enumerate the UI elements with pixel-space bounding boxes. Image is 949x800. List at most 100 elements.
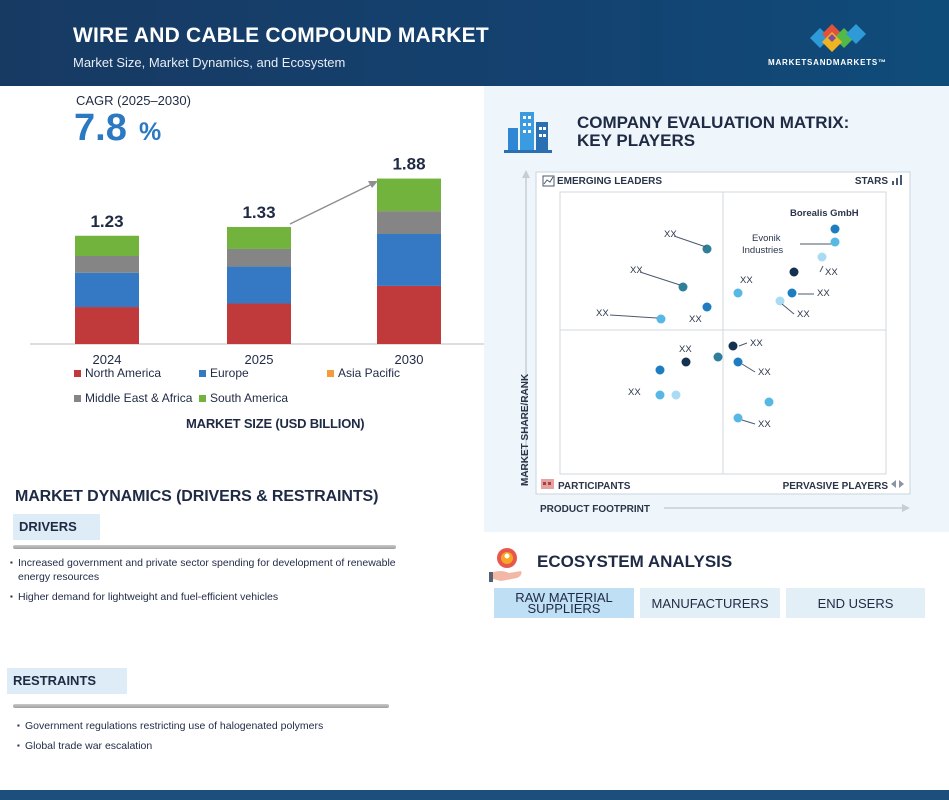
- ecosystem-stage-end-users: END USERS: [786, 588, 925, 618]
- company-marker: [830, 224, 840, 234]
- legend-label: Europe: [210, 366, 249, 380]
- company-marker: [764, 397, 774, 407]
- x-tick-label: 2024: [93, 352, 122, 367]
- company-marker: [655, 365, 665, 375]
- restraint-item: Government regulations restricting use o…: [17, 719, 417, 733]
- bar-segment-middle-east-africa-2025: [227, 248, 291, 267]
- company-label-industries: Industries: [742, 245, 783, 256]
- company-placeholder-label: XX: [664, 229, 677, 240]
- company-marker: [733, 357, 743, 367]
- cagr-label: CAGR (2025–2030): [76, 93, 191, 108]
- legend-item-middle-east-africa: Middle East & Africa: [74, 391, 192, 405]
- company-placeholder-label: XX: [797, 309, 810, 320]
- company-marker: [671, 390, 681, 400]
- company-placeholder-label: XX: [758, 419, 771, 430]
- ecosystem-stage-manufacturers: MANUFACTURERS: [640, 588, 780, 618]
- logo-wordmark: MARKETSANDMARKETS™: [768, 58, 887, 67]
- ecosystem-stage-label: END USERS: [817, 595, 894, 611]
- company-placeholder-label: XX: [628, 387, 641, 398]
- cagr-unit: %: [139, 118, 162, 146]
- legend-swatch: [74, 369, 81, 377]
- company-marker: [775, 296, 785, 306]
- legend-label: Asia Pacific: [338, 366, 401, 380]
- ecosystem-hand-icon: [489, 548, 522, 582]
- legend-label: South America: [210, 391, 289, 405]
- y-axis-arrow-icon: [522, 170, 530, 178]
- bar-segment-europe-2024: [75, 272, 139, 308]
- matrix-title-line1: COMPANY EVALUATION MATRIX:: [577, 113, 850, 132]
- company-marker: [681, 357, 691, 367]
- company-label-evonik: Evonik: [752, 233, 781, 244]
- quadrant-emerging-leaders: EMERGING LEADERS: [557, 176, 662, 187]
- ecosystem-stage-label: MANUFACTURERS: [651, 595, 769, 611]
- legend-label: North America: [85, 366, 162, 380]
- drivers-tag: DRIVERS: [13, 514, 100, 540]
- page-title: WIRE AND CABLE COMPOUND MARKET: [73, 24, 489, 47]
- company-marker: [702, 302, 712, 312]
- bar-segment-europe-2030: [377, 234, 441, 286]
- company-marker: [830, 237, 840, 247]
- leader-line: [609, 314, 658, 319]
- company-placeholder-label: XX: [679, 344, 692, 355]
- ecosystem-stage-label: RAW MATERIAL SUPPLIERS: [515, 590, 613, 616]
- company-marker: [817, 252, 827, 262]
- legend-swatch: [74, 394, 81, 402]
- company-marker: [713, 352, 723, 362]
- leader-line: [639, 271, 681, 286]
- chart-up-icon: [542, 175, 555, 187]
- company-placeholder-label: XX: [740, 275, 753, 286]
- bar-total-label: 1.88: [392, 155, 425, 174]
- x-tick-label: 2025: [245, 352, 274, 367]
- legend-item-europe: Europe: [199, 366, 249, 380]
- dynamics-title: MARKET DYNAMICS (DRIVERS & RESTRAINTS): [15, 488, 379, 505]
- chart-x-label: MARKET SIZE (USD BILLION): [186, 416, 365, 431]
- company-label-borealis: Borealis GmbH: [790, 208, 859, 219]
- leader-line: [819, 265, 824, 273]
- quadrant-stars: STARS: [855, 176, 888, 187]
- bar-total-label: 1.23: [90, 212, 123, 231]
- company-marker: [733, 288, 743, 298]
- bar-segment-north-america-2025: [227, 303, 291, 344]
- driver-item: Increased government and private sector …: [10, 556, 410, 584]
- company-placeholder-label: XX: [596, 308, 609, 319]
- legend-swatch: [327, 369, 334, 377]
- company-placeholder-label: XX: [817, 288, 830, 299]
- company-marker: [656, 314, 666, 324]
- company-placeholder-label: XX: [758, 367, 771, 378]
- leader-line: [741, 419, 756, 425]
- quadrant-participants: PARTICIPANTS: [558, 481, 631, 492]
- participants-icon: [541, 479, 554, 489]
- drivers-divider: [13, 545, 396, 549]
- ecosystem-stage-raw-material-suppliers: RAW MATERIAL SUPPLIERS: [494, 588, 634, 618]
- bar-segment-south-america-2030: [377, 178, 441, 212]
- leader-line: [741, 363, 756, 373]
- bar-segment-south-america-2025: [227, 226, 291, 249]
- company-marker: [728, 341, 738, 351]
- bar-segment-europe-2025: [227, 266, 291, 304]
- restraints-divider: [13, 704, 389, 708]
- legend-swatch: [199, 394, 206, 402]
- bar-segment-north-america-2030: [377, 285, 441, 344]
- restraints-list: Government regulations restricting use o…: [17, 719, 417, 759]
- company-evaluation-matrix: EMERGING LEADERS STARS PARTICIPANTS PERV…: [520, 170, 911, 515]
- company-marker: [733, 413, 743, 423]
- company-placeholder-label: XX: [689, 314, 702, 325]
- ecosystem-title: ECOSYSTEM ANALYSIS: [537, 552, 733, 571]
- legend-label: Middle East & Africa: [85, 391, 193, 405]
- bar-segment-middle-east-africa-2030: [377, 211, 441, 234]
- x-tick-label: 2030: [395, 352, 424, 367]
- growth-arrow-icon: [368, 181, 378, 188]
- growth-arrow-line: [289, 183, 373, 225]
- bar-segment-middle-east-africa-2024: [75, 256, 139, 273]
- leader-line: [673, 235, 707, 248]
- page-subtitle: Market Size, Market Dynamics, and Ecosys…: [73, 55, 346, 70]
- company-marker: [787, 288, 797, 298]
- quadrant-pervasive-players: PERVASIVE PLAYERS: [783, 481, 889, 492]
- legend-item-asia-pacific: Asia Pacific: [327, 366, 400, 380]
- bar-total-label: 1.33: [242, 203, 275, 222]
- matrix-title-line2: KEY PLAYERS: [577, 131, 696, 150]
- company-marker: [655, 390, 665, 400]
- signal-bars-icon: [892, 175, 902, 185]
- company-marker: [789, 267, 799, 277]
